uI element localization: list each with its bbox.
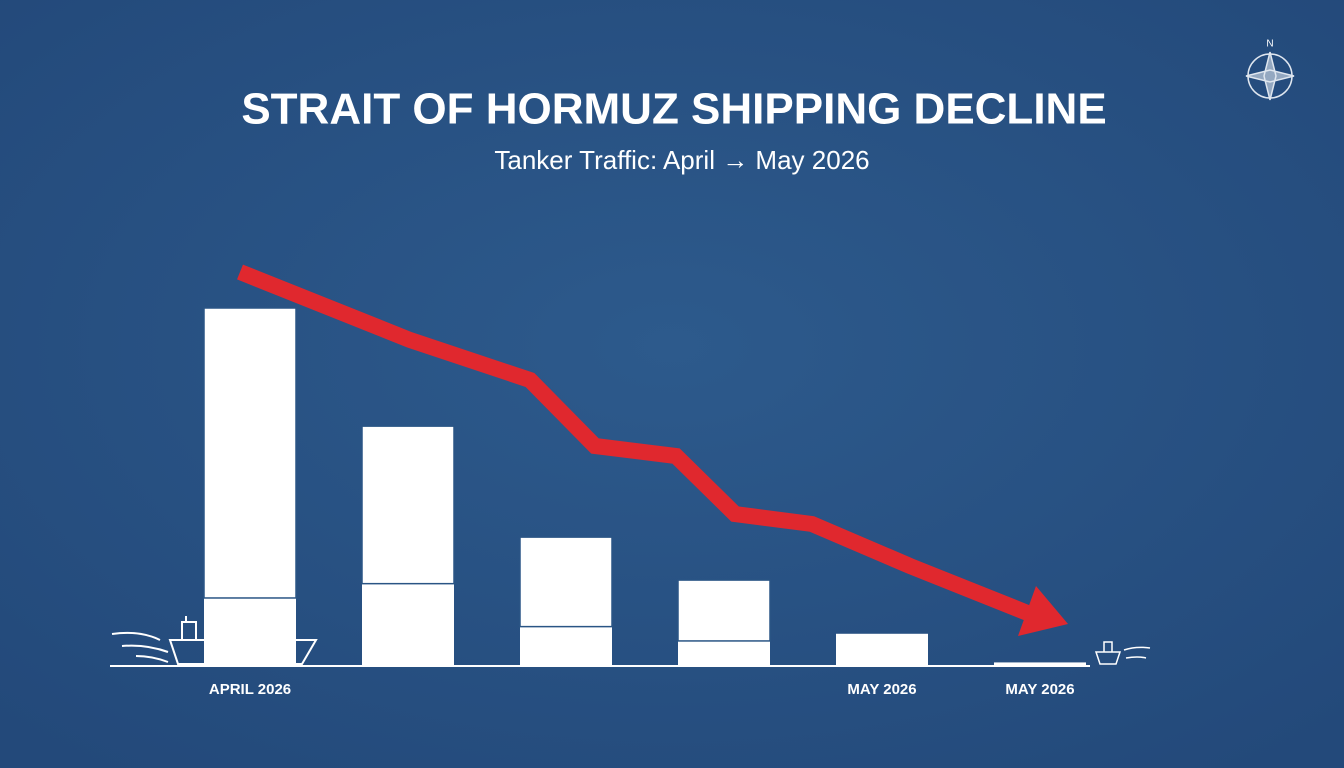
bar-segment — [519, 536, 613, 628]
x-tick-label: MAY 2026 — [1005, 681, 1074, 698]
chart-title: STRAIT OF HORMUZ SHIPPING DECLINE — [241, 85, 1106, 134]
bar-segment — [204, 597, 296, 666]
bar-segment — [677, 579, 771, 642]
bar-segment — [361, 425, 455, 585]
bar-segment — [836, 633, 928, 666]
bar-segment — [203, 307, 297, 599]
x-tick-label: APRIL 2026 — [209, 681, 291, 698]
bar-segment — [678, 640, 770, 666]
trend-arrow — [237, 264, 1068, 636]
bar-segment — [520, 626, 612, 666]
compass — [1245, 51, 1295, 101]
x-tick-label: MAY 2026 — [847, 681, 916, 698]
bar-segment — [994, 662, 1086, 666]
chart-subtitle: Tanker Traffic: April → May 2026 — [494, 145, 869, 175]
ship-right — [1094, 641, 1151, 665]
bar-segment — [362, 583, 454, 666]
compass-label: N — [1266, 39, 1273, 50]
